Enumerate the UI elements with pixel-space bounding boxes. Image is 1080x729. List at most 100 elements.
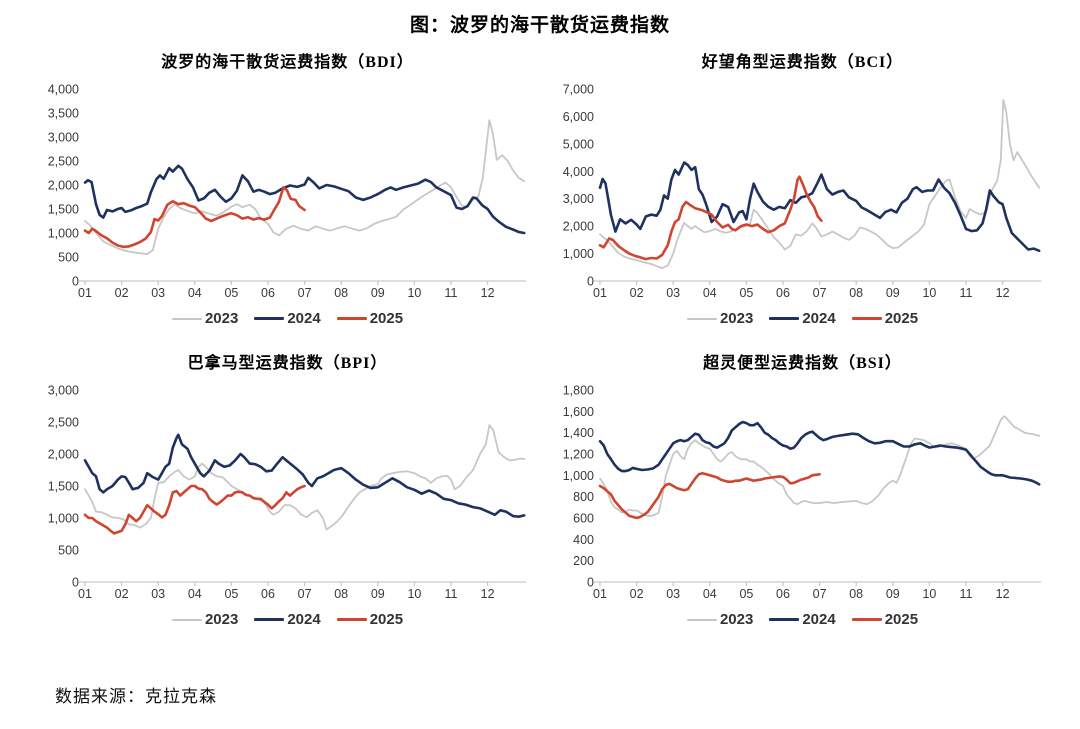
svg-text:2,500: 2,500 — [48, 416, 79, 430]
series-line-2024 — [83, 433, 526, 518]
svg-text:1,000: 1,000 — [48, 512, 79, 526]
svg-text:04: 04 — [703, 587, 717, 601]
legend-label-2023: 2023 — [204, 310, 239, 327]
legend-swatch-2024 — [769, 317, 800, 320]
svg-text:03: 03 — [151, 286, 165, 300]
legend-label-2024: 2024 — [802, 611, 836, 628]
svg-text:12: 12 — [481, 286, 495, 300]
legend-swatch-2025 — [851, 618, 882, 621]
svg-text:04: 04 — [703, 286, 717, 300]
series-line-2023 — [84, 424, 526, 531]
legend-swatch-2024 — [254, 618, 285, 621]
svg-text:3,000: 3,000 — [48, 384, 79, 398]
y-axis-ticks: 0 200 400 600 800 1,000 1,200 1,400 1,600 1,800 — [563, 384, 594, 590]
charts-grid: 波罗的海干散货运费指数（BDI） 0 500 1,000 1,500 2,000 2,50… — [35, 50, 1055, 628]
legend-item-2025: 2025 — [336, 611, 404, 628]
chart-bdi: 波罗的海干散货运费指数（BDI） 0 500 1,000 1,500 2,000 2,50… — [35, 50, 540, 327]
svg-text:12: 12 — [996, 587, 1010, 601]
legend-label-2024: 2024 — [287, 611, 321, 628]
legend-label-2024: 2024 — [802, 310, 836, 327]
svg-text:11: 11 — [445, 587, 458, 601]
svg-text:09: 09 — [886, 587, 900, 601]
svg-text:0: 0 — [72, 576, 79, 590]
legend-swatch-2023 — [686, 618, 717, 621]
legend-item-2025: 2025 — [851, 310, 919, 327]
svg-text:07: 07 — [813, 587, 827, 601]
svg-text:01: 01 — [593, 587, 607, 601]
svg-text:03: 03 — [151, 587, 165, 601]
svg-text:4,000: 4,000 — [48, 83, 79, 97]
svg-text:800: 800 — [573, 490, 594, 504]
legend-label-2024: 2024 — [287, 310, 321, 327]
bdi-plot: 05001,0001,5002,0002,5003,0003,5004,0000… — [48, 83, 527, 300]
svg-text:06: 06 — [261, 286, 275, 300]
svg-text:08: 08 — [334, 587, 348, 601]
bsi-legend: 2023 2024 2025 — [550, 611, 1055, 628]
y-axis-ticks: 0 500 1,000 1,500 2,000 2,500 3,000 — [48, 384, 79, 590]
series-line-2025 — [83, 484, 306, 535]
svg-text:12: 12 — [996, 286, 1010, 300]
x-axis: 01 02 03 04 05 06 07 08 09 10 11 12 — [78, 581, 527, 601]
svg-text:10: 10 — [922, 587, 936, 601]
legend-label-2025: 2025 — [369, 611, 404, 628]
svg-text:12: 12 — [481, 587, 495, 601]
legend-label-2025: 2025 — [884, 310, 919, 327]
svg-text:01: 01 — [78, 286, 92, 300]
svg-text:07: 07 — [298, 587, 312, 601]
series-line-2025 — [598, 175, 823, 261]
legend-swatch-2023 — [686, 317, 717, 320]
series-line-2024 — [598, 161, 1041, 253]
svg-text:02: 02 — [630, 286, 644, 300]
svg-text:2,000: 2,000 — [563, 220, 594, 234]
legend-item-2023: 2023 — [686, 611, 753, 628]
svg-text:11: 11 — [445, 286, 458, 300]
legend-label-2025: 2025 — [884, 611, 919, 628]
data-source: 数据来源：克拉克森 — [55, 687, 217, 706]
svg-text:05: 05 — [739, 587, 753, 601]
series-line-2023 — [599, 415, 1041, 517]
bdi-legend: 2023 2024 2025 — [35, 310, 540, 327]
svg-text:2,500: 2,500 — [48, 155, 79, 169]
svg-text:1,800: 1,800 — [563, 384, 594, 398]
legend-item-2024: 2024 — [769, 310, 836, 327]
svg-text:0: 0 — [587, 275, 594, 289]
series-line-2025 — [598, 471, 821, 520]
bsi-plot: 0 200 400 600 800 1,000 1,200 1,400 1,600 1,800 01… — [563, 384, 1042, 601]
legend-label-2023: 2023 — [204, 611, 239, 628]
page-title: 图：波罗的海干散货运费指数 — [409, 15, 670, 36]
svg-text:11: 11 — [960, 587, 973, 601]
svg-text:02: 02 — [630, 587, 644, 601]
svg-text:500: 500 — [58, 544, 79, 558]
svg-text:01: 01 — [593, 286, 607, 300]
svg-text:4,000: 4,000 — [563, 165, 594, 179]
legend-swatch-2024 — [254, 317, 285, 320]
svg-text:06: 06 — [776, 587, 790, 601]
svg-text:1,400: 1,400 — [563, 426, 594, 440]
svg-text:10: 10 — [922, 286, 936, 300]
svg-text:1,600: 1,600 — [563, 405, 594, 419]
svg-text:1,000: 1,000 — [563, 247, 594, 261]
bci-legend: 2023 2024 2025 — [550, 310, 1055, 327]
svg-text:05: 05 — [224, 587, 238, 601]
svg-text:3,500: 3,500 — [48, 107, 79, 121]
svg-text:09: 09 — [371, 587, 385, 601]
svg-text:04: 04 — [188, 286, 202, 300]
svg-text:0: 0 — [72, 275, 79, 289]
svg-text:200: 200 — [573, 554, 594, 568]
svg-text:06: 06 — [776, 286, 790, 300]
svg-text:04: 04 — [188, 587, 202, 601]
chart-bsi: 超灵便型运费指数（BSI） 0 200 400 600 800 1,000 1,200 1,4… — [550, 351, 1055, 628]
svg-text:06: 06 — [261, 587, 275, 601]
y-axis-ticks: 0 500 1,000 1,500 2,000 2,500 3,000 3,500 4,000 — [48, 83, 79, 289]
svg-text:600: 600 — [573, 512, 594, 526]
legend-item-2024: 2024 — [254, 310, 321, 327]
x-axis: 01 02 03 04 05 06 07 08 09 10 11 12 — [593, 280, 1042, 300]
svg-text:2,000: 2,000 — [48, 179, 79, 193]
legend-label-2025: 2025 — [369, 310, 404, 327]
svg-text:1,000: 1,000 — [563, 469, 594, 483]
bci-plot: 0 1,000 2,000 3,000 4,000 5,000 6,000 7,000 01 02… — [563, 83, 1042, 300]
legend-item-2023: 2023 — [171, 611, 239, 628]
svg-text:10: 10 — [407, 587, 421, 601]
